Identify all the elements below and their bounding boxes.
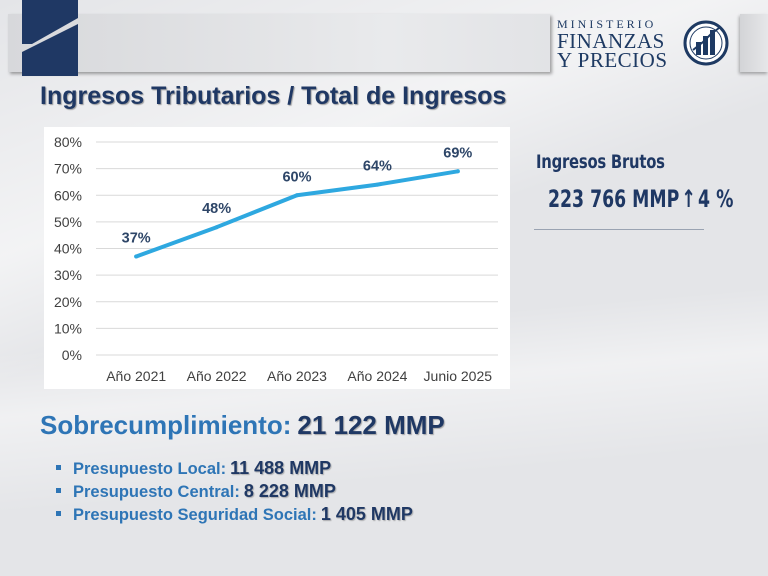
y-tick-label: 10% (54, 320, 82, 336)
budget-label: Presupuesto Local: (73, 460, 227, 478)
data-label: 60% (282, 169, 311, 185)
x-tick-label: Junio 2025 (424, 368, 493, 384)
ministry-logo: MINISTERIO FINANZAS Y PRECIOS (553, 14, 739, 74)
kpi-change: 4 % (698, 185, 734, 213)
data-label: 37% (122, 230, 151, 246)
kpi-divider (534, 229, 704, 230)
data-point (455, 169, 460, 174)
logo-line-1: MINISTERIO (557, 17, 657, 31)
y-tick-label: 20% (54, 294, 82, 310)
budget-item: Presupuesto Seguridad Social: 1 405 MMP (56, 504, 413, 527)
ministry-emblem-icon (683, 20, 729, 66)
y-tick-label: 70% (54, 161, 82, 177)
page-title: Ingresos Tributarios / Total de Ingresos (40, 82, 507, 110)
header-band-right (740, 14, 768, 72)
header-band (8, 14, 550, 72)
x-tick-label: Año 2021 (106, 368, 166, 384)
kpi-value: 223 766 MMP (548, 185, 680, 213)
kpi-value-row: 223 766 MMP↑4 % (548, 185, 733, 213)
logo-line-3: Y PRECIOS (557, 48, 668, 72)
x-tick-label: Año 2024 (347, 368, 407, 384)
data-point (214, 225, 219, 230)
data-point (295, 193, 299, 198)
x-tick-label: Año 2023 (267, 368, 327, 384)
bullet-icon (56, 465, 61, 471)
x-tick-label: Año 2022 (187, 368, 247, 384)
data-label: 64% (363, 159, 392, 175)
data-point (375, 182, 380, 187)
overfulfillment-label: Sobrecumplimiento: (40, 410, 292, 440)
line-chart: 0% 10% 20% 30% 40% 50% 60% 70% 80% Año 2021 Año 20… (54, 134, 498, 384)
y-tick-label: 60% (54, 187, 82, 203)
budget-label: Presupuesto Seguridad Social: (73, 506, 317, 524)
y-tick-label: 50% (54, 214, 82, 230)
kpi-label: Ingresos Brutos (536, 151, 665, 173)
chart-panel: 0% 10% 20% 30% 40% 50% 60% 70% 80% Año 2021 Año 20… (44, 127, 510, 389)
budget-item: Presupuesto Central: 8 228 MMP (56, 481, 413, 504)
bullet-icon (56, 511, 61, 517)
y-tick-label: 80% (54, 134, 82, 150)
y-tick-label: 0% (62, 347, 82, 363)
data-point (134, 254, 139, 259)
data-label: 48% (202, 201, 231, 217)
corner-logo-shape (22, 0, 78, 76)
budget-label: Presupuesto Central: (73, 483, 240, 501)
budget-value: 11 488 MMP (230, 458, 332, 478)
data-label: 69% (443, 145, 472, 161)
logo-line-2: FINANZAS (557, 29, 665, 53)
budget-value: 8 228 MMP (243, 481, 336, 501)
y-tick-label: 40% (54, 241, 82, 257)
budget-list: Presupuesto Local: 11 488 MMP Presupuesto… (56, 458, 413, 527)
overfulfillment-value: 21 122 MMP (297, 410, 445, 440)
budget-item: Presupuesto Local: 11 488 MMP (56, 458, 413, 481)
bullet-icon (56, 488, 61, 494)
y-tick-label: 30% (54, 267, 82, 283)
arrow-up-icon: ↑ (681, 185, 696, 213)
overfulfillment-row: Sobrecumplimiento: 21 122 MMP (40, 410, 445, 441)
budget-value: 1 405 MMP (320, 504, 413, 524)
